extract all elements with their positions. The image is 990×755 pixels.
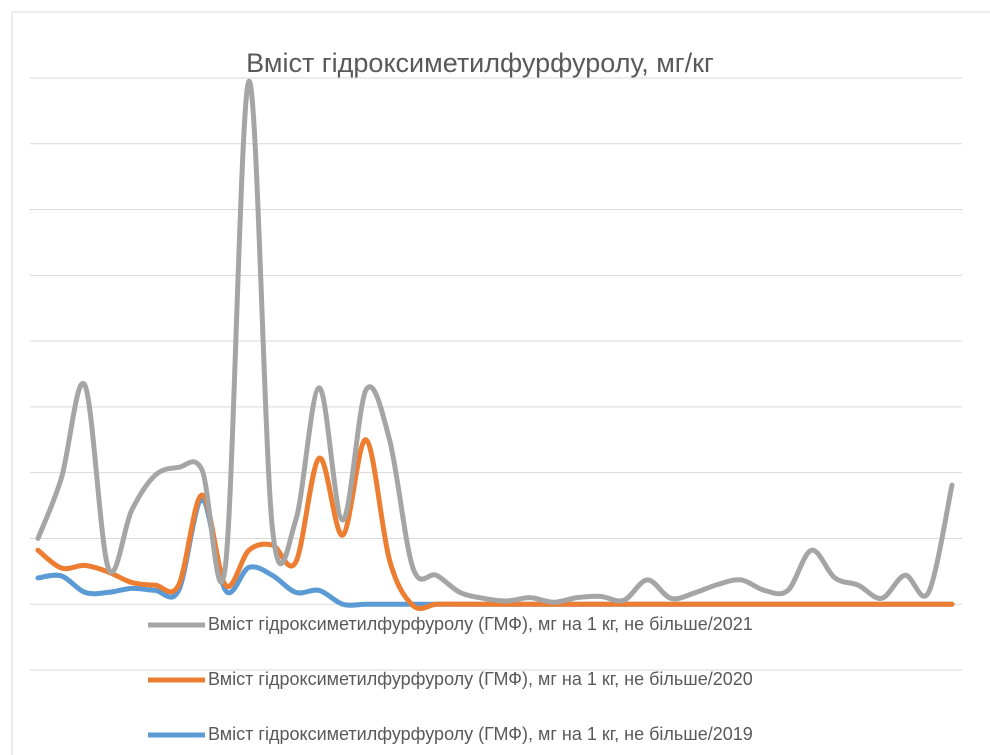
chart-border xyxy=(11,11,990,755)
legend-label: Вміст гідроксиметилфурфуролу (ГМФ), мг н… xyxy=(208,614,753,634)
chart-title: Вміст гідроксиметилфурфуролу, мг/кг xyxy=(246,48,714,78)
legend-label: Вміст гідроксиметилфурфуролу (ГМФ), мг н… xyxy=(208,669,753,689)
series-line xyxy=(35,78,955,605)
legend-label: Вміст гідроксиметилфурфуролу (ГМФ), мг н… xyxy=(208,724,753,744)
series-line xyxy=(35,437,955,611)
